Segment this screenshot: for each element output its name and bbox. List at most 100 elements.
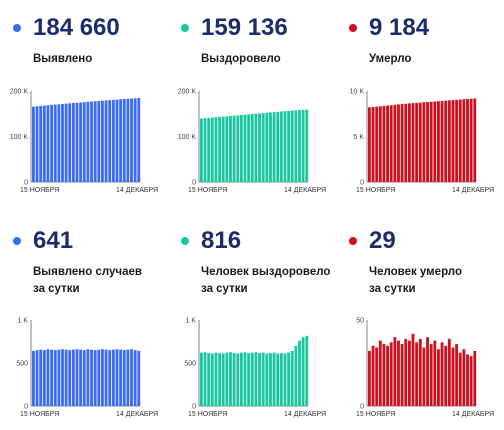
bar [393, 337, 397, 406]
y-tick-label: 0 [360, 404, 364, 411]
teal-dot-icon [181, 237, 189, 245]
bar [207, 117, 211, 182]
bar [115, 349, 119, 406]
bar [53, 350, 57, 406]
bar [214, 352, 218, 406]
detected-daily-label-line2: за сутки [33, 283, 80, 295]
recovered-daily-label-line1: Человек выздоровело [201, 266, 331, 278]
bar [294, 110, 298, 182]
bar [469, 98, 473, 182]
x-start-label: 15 НОЯБРЯ [356, 411, 395, 418]
y-tick-label: 0 [192, 180, 196, 187]
bar [415, 342, 419, 406]
bar [389, 342, 393, 406]
bar [239, 352, 243, 406]
bar [290, 350, 294, 406]
bar [243, 114, 247, 182]
bar [133, 98, 137, 182]
bar [279, 353, 283, 406]
bar [411, 333, 415, 406]
chart-recovered-daily: 0 500 1 K 15 НОЯБРЯ 14 ДЕКАБРЯ [184, 318, 326, 419]
bar [111, 349, 115, 406]
bar [458, 352, 462, 406]
bar [371, 107, 375, 182]
bar [407, 340, 411, 406]
bar [200, 352, 203, 406]
bar [458, 99, 462, 182]
bar [42, 105, 46, 182]
bar [455, 344, 459, 406]
bar [407, 103, 411, 182]
bar [422, 347, 426, 406]
y-tick-label: 100 K [178, 134, 197, 141]
bar [39, 105, 43, 182]
x-end-label: 14 ДЕКАБРЯ [284, 411, 326, 418]
bar [298, 110, 301, 182]
bar [261, 352, 265, 406]
bar [455, 99, 459, 182]
bar [444, 345, 448, 406]
bar [210, 353, 214, 406]
bar [137, 350, 141, 406]
bar [371, 345, 375, 406]
bar [79, 349, 83, 406]
y-tick-label: 200 K [10, 89, 29, 96]
bar [57, 349, 61, 406]
bar [214, 117, 218, 182]
bar [290, 110, 294, 182]
chart-deaths-daily: 0 50 15 НОЯБРЯ 14 ДЕКАБРЯ [356, 318, 494, 419]
y-tick-label: 0 [192, 404, 196, 411]
deaths-total-label: Умерло [369, 53, 412, 65]
bar [104, 349, 108, 406]
bar [239, 115, 243, 182]
bar [265, 353, 269, 406]
bar [93, 350, 97, 406]
bar [133, 350, 137, 406]
bar [46, 349, 50, 406]
x-end-label: 14 ДЕКАБРЯ [116, 187, 158, 194]
bar [35, 106, 39, 182]
bar [422, 102, 426, 182]
chart-detected-daily: 0 500 1 K 15 НОЯБРЯ 14 ДЕКАБРЯ [16, 318, 158, 419]
bar [429, 101, 433, 182]
bar [90, 101, 93, 182]
bar [276, 353, 280, 406]
bar [236, 115, 240, 182]
x-start-label: 15 НОЯБРЯ [188, 187, 227, 194]
bar [39, 349, 43, 406]
bar [433, 101, 437, 182]
bar [218, 353, 221, 406]
bar [397, 104, 400, 182]
bar [440, 100, 444, 182]
bar [53, 104, 57, 182]
bar [393, 104, 397, 182]
y-tick-label: 500 [184, 361, 196, 368]
bar [119, 99, 123, 182]
bar [404, 103, 408, 182]
bar [90, 349, 93, 406]
bar [444, 100, 448, 182]
bar [101, 100, 104, 182]
bar [254, 352, 258, 406]
bar [75, 102, 79, 182]
bar [86, 349, 90, 406]
bar [287, 352, 291, 406]
bar [473, 350, 477, 406]
bar [247, 353, 251, 406]
detected-daily-label-line1: Выявлено случаев [33, 266, 142, 278]
bar [119, 349, 123, 406]
deaths-daily-label-line2: за сутки [369, 283, 416, 295]
bar [68, 350, 72, 406]
blue-dot-icon [13, 24, 21, 32]
bar [389, 105, 393, 182]
bar [247, 114, 251, 182]
bar [287, 110, 291, 182]
bar [269, 112, 272, 182]
bar [418, 338, 422, 406]
deaths-daily-value: 29 [369, 227, 396, 254]
bar [71, 349, 75, 406]
bar [429, 344, 433, 406]
bar [111, 99, 115, 182]
bar [382, 105, 386, 182]
y-tick-label: 1 K [185, 318, 196, 325]
